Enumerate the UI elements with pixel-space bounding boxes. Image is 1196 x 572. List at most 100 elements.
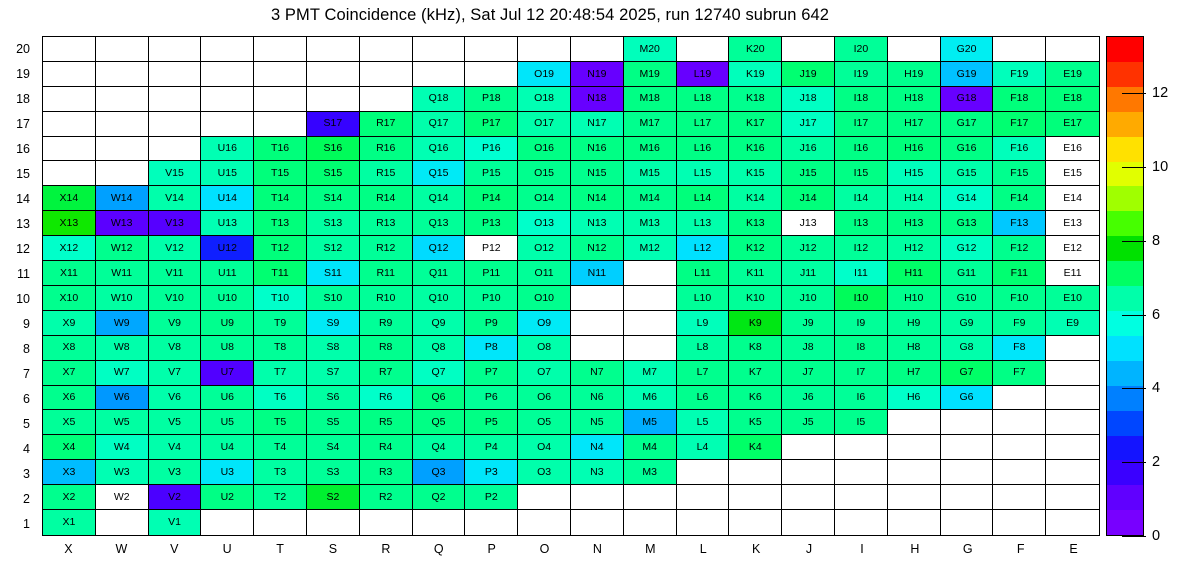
heatmap-cell-V3: V3 [148, 460, 202, 486]
cell-label: X14 [59, 192, 79, 205]
cell-label: O10 [534, 291, 555, 304]
heatmap-cell-G19: G19 [940, 61, 994, 87]
heatmap-cell-N15: N15 [570, 161, 624, 187]
cell-label: O15 [534, 167, 555, 180]
cell-label: J12 [799, 241, 817, 254]
heatmap-cell-F18: F18 [993, 86, 1047, 112]
cell-label: L17 [693, 117, 712, 130]
cell-label: Q12 [428, 241, 449, 254]
cell-label: X10 [59, 291, 79, 304]
cell-label: O13 [534, 216, 555, 229]
cell-label: F16 [1010, 142, 1029, 155]
heatmap-cell-G7: G7 [940, 360, 994, 386]
cell-label: G18 [956, 92, 977, 105]
heatmap-cell-O15: O15 [518, 161, 571, 187]
heatmap-cell-empty [887, 37, 941, 62]
heatmap-grid: M20 K20 I20 G20 O19 N19 M19 L19 K19 J19 I19 H19 G19 F… [43, 37, 1099, 535]
heatmap-cell-P6: P6 [465, 385, 519, 411]
heatmap-cell-empty [623, 485, 677, 511]
heatmap-cell-empty [623, 261, 677, 286]
heatmap-cell-P17: P17 [465, 111, 519, 137]
cell-label: U7 [220, 366, 234, 379]
heatmap-cell-empty [1046, 360, 1099, 386]
heatmap-cell-empty [623, 510, 677, 535]
cell-label: U4 [220, 441, 234, 454]
cell-label: G11 [956, 266, 977, 279]
heatmap-cell-R9: R9 [359, 310, 413, 336]
colorbar-band [1107, 211, 1143, 237]
heatmap-cell-H7: H7 [887, 360, 941, 386]
cell-label: V15 [165, 167, 184, 180]
cell-label: P17 [481, 117, 501, 130]
cell-label: U6 [220, 391, 234, 404]
heatmap-cell-W5: W5 [95, 410, 149, 436]
heatmap-cell-M7: M7 [623, 360, 677, 386]
heatmap-cell-X8: X8 [43, 335, 96, 361]
colorbar-band [1107, 510, 1143, 536]
heatmap-cell-L16: L16 [676, 136, 730, 162]
heatmap-cell-empty [1046, 385, 1099, 411]
heatmap-cell-I7: I7 [834, 360, 888, 386]
cell-label: I10 [853, 291, 869, 304]
heatmap-cell-Q13: Q13 [412, 211, 466, 237]
heatmap-cell-X3: X3 [43, 460, 96, 486]
heatmap-cell-I6: I6 [834, 385, 888, 411]
cell-label: E14 [1063, 192, 1082, 205]
cell-label: F15 [1010, 167, 1029, 180]
colorbar-gradient [1106, 36, 1144, 536]
heatmap-cell-X2: X2 [43, 485, 96, 511]
y-tick-label: 12 [16, 241, 30, 256]
heatmap-cell-X12: X12 [43, 236, 96, 262]
cell-label: I20 [853, 42, 869, 55]
cell-label: K19 [745, 67, 765, 80]
heatmap-cell-K6: K6 [729, 385, 783, 411]
cell-label: E13 [1063, 216, 1082, 229]
colorbar-band [1107, 460, 1143, 486]
cell-label: Q8 [431, 341, 446, 354]
cell-label: W4 [113, 441, 130, 454]
heatmap-cell-Q10: Q10 [412, 285, 466, 311]
cell-label: H17 [904, 117, 924, 130]
heatmap-cell-empty [834, 435, 888, 461]
heatmap-cell-R11: R11 [359, 261, 413, 286]
heatmap-cell-U16: U16 [201, 136, 255, 162]
heatmap-cell-W2: W2 [95, 485, 149, 511]
cell-label: R14 [376, 192, 396, 205]
cell-label: O4 [537, 441, 552, 454]
heatmap-cell-V5: V5 [148, 410, 202, 436]
heatmap-cell-S17: S17 [306, 111, 360, 137]
heatmap-cell-empty [148, 37, 202, 62]
heatmap-cell-V6: V6 [148, 385, 202, 411]
heatmap-cell-V4: V4 [148, 435, 202, 461]
heatmap-cell-H8: H8 [887, 335, 941, 361]
heatmap-cell-V9: V9 [148, 310, 202, 336]
cell-label: K15 [745, 167, 765, 180]
x-tick-label: R [381, 542, 391, 556]
cell-label: J5 [802, 416, 814, 429]
cell-label: V3 [168, 465, 181, 478]
cell-label: W7 [113, 366, 130, 379]
cell-label: W3 [113, 465, 130, 478]
x-tick-label: S [328, 542, 338, 556]
cell-label: L13 [693, 216, 712, 229]
heatmap-cell-empty [43, 136, 96, 162]
heatmap-cell-empty [95, 136, 149, 162]
cell-label: V7 [168, 366, 181, 379]
cell-label: I7 [856, 366, 866, 379]
heatmap-cell-empty [887, 460, 941, 486]
cell-label: I11 [853, 266, 868, 279]
cell-label: K14 [745, 192, 765, 205]
heatmap-cell-empty [518, 485, 571, 511]
heatmap-cell-P4: P4 [465, 435, 519, 461]
cell-label: G19 [956, 67, 977, 80]
heatmap-cell-T3: T3 [254, 460, 307, 486]
cell-label: T7 [273, 366, 287, 379]
cell-label: R11 [376, 266, 395, 279]
cell-label: N16 [587, 142, 607, 155]
colorbar-tick [1122, 166, 1146, 168]
heatmap-cell-E18: E18 [1046, 86, 1099, 112]
cell-label: R8 [378, 341, 393, 354]
heatmap-cell-J18: J18 [782, 86, 835, 112]
cell-label: T8 [273, 341, 287, 354]
heatmap-cell-empty [782, 37, 835, 62]
